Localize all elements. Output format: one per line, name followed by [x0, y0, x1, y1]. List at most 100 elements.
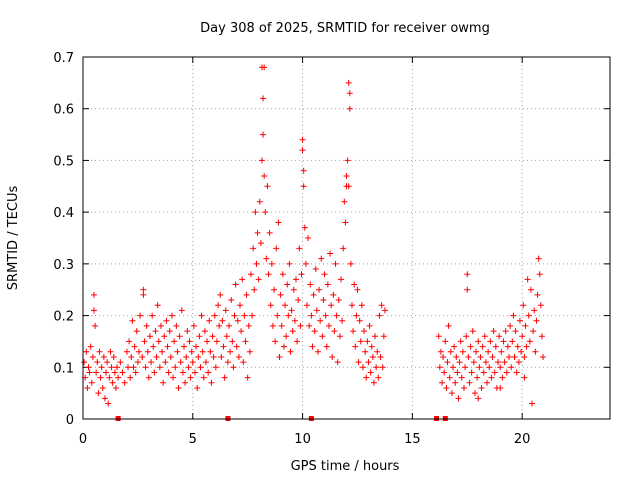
data-point — [292, 276, 299, 283]
data-point — [333, 312, 340, 319]
data-point — [127, 374, 134, 381]
data-point — [468, 369, 475, 376]
data-point — [171, 338, 178, 345]
data-point — [484, 379, 491, 386]
data-point — [332, 260, 339, 267]
data-point — [338, 276, 345, 283]
data-point — [253, 260, 260, 267]
data-point — [377, 353, 384, 360]
data-point — [381, 307, 388, 314]
data-point — [130, 364, 137, 371]
data-point — [443, 384, 450, 391]
data-point — [448, 390, 455, 397]
data-point — [205, 369, 212, 376]
data-point — [513, 369, 520, 376]
data-point — [238, 328, 245, 335]
data-point — [325, 322, 332, 329]
data-point — [367, 369, 374, 376]
data-point — [451, 343, 458, 350]
data-point — [491, 369, 498, 376]
data-point — [210, 353, 217, 360]
data-point — [154, 302, 161, 309]
data-point — [444, 359, 451, 366]
data-point — [456, 359, 463, 366]
data-point — [228, 297, 235, 304]
data-point — [186, 338, 193, 345]
data-point — [263, 255, 270, 262]
data-point — [358, 302, 365, 309]
data-point — [452, 379, 459, 386]
axis-ticks — [82, 56, 610, 420]
y-tick-label: 0.6 — [53, 103, 74, 118]
data-point — [265, 271, 272, 278]
data-point — [480, 369, 487, 376]
data-point — [249, 312, 256, 319]
data-point — [153, 353, 160, 360]
data-point — [540, 353, 547, 360]
data-point — [435, 333, 442, 340]
data-point — [95, 390, 102, 397]
data-point — [86, 369, 93, 376]
data-point — [275, 219, 282, 226]
data-point — [190, 322, 197, 329]
data-point — [322, 312, 329, 319]
data-point — [350, 328, 357, 335]
data-point — [250, 245, 257, 252]
data-point — [285, 312, 292, 319]
data-point — [300, 183, 307, 190]
data-point — [319, 333, 326, 340]
data-point — [470, 359, 477, 366]
data-point — [488, 374, 495, 381]
data-point — [297, 322, 304, 329]
data-point — [345, 183, 352, 190]
data-point — [85, 364, 92, 371]
data-point — [335, 297, 342, 304]
data-point — [223, 333, 230, 340]
data-point — [477, 353, 484, 360]
data-point — [313, 307, 320, 314]
data-point — [204, 338, 211, 345]
data-point — [170, 374, 177, 381]
data-point — [508, 364, 515, 371]
data-point — [341, 198, 348, 205]
data-point — [320, 297, 327, 304]
data-point — [286, 260, 293, 267]
data-point — [155, 338, 162, 345]
data-point — [308, 312, 315, 319]
data-point — [516, 317, 523, 324]
data-point — [436, 364, 443, 371]
data-point — [440, 353, 447, 360]
data-point — [489, 353, 496, 360]
data-point — [278, 322, 285, 329]
data-point — [244, 374, 251, 381]
data-point — [131, 343, 138, 350]
data-point — [462, 364, 469, 371]
data-point — [487, 338, 494, 345]
data-point — [256, 198, 263, 205]
data-point — [208, 379, 215, 386]
data-point — [368, 343, 375, 350]
data-point — [378, 302, 385, 309]
data-point — [212, 364, 219, 371]
data-point — [529, 400, 536, 407]
chart-title: Day 308 of 2025, SRMTID for receiver owm… — [200, 21, 490, 36]
data-point — [343, 172, 350, 179]
data-point — [174, 348, 181, 355]
data-point — [299, 136, 306, 143]
data-point — [121, 379, 128, 386]
data-point — [163, 317, 170, 324]
y-axis-label: SRMTID / TECUs — [6, 186, 21, 291]
data-point — [233, 343, 240, 350]
data-point — [117, 359, 124, 366]
data-point — [479, 343, 486, 350]
data-point — [309, 343, 316, 350]
data-point — [88, 379, 95, 386]
data-point — [380, 333, 387, 340]
data-point — [216, 322, 223, 329]
data-point — [363, 374, 370, 381]
data-point — [264, 183, 271, 190]
data-point — [119, 369, 126, 376]
data-point — [157, 322, 164, 329]
data-point — [289, 328, 296, 335]
data-point — [152, 328, 159, 335]
